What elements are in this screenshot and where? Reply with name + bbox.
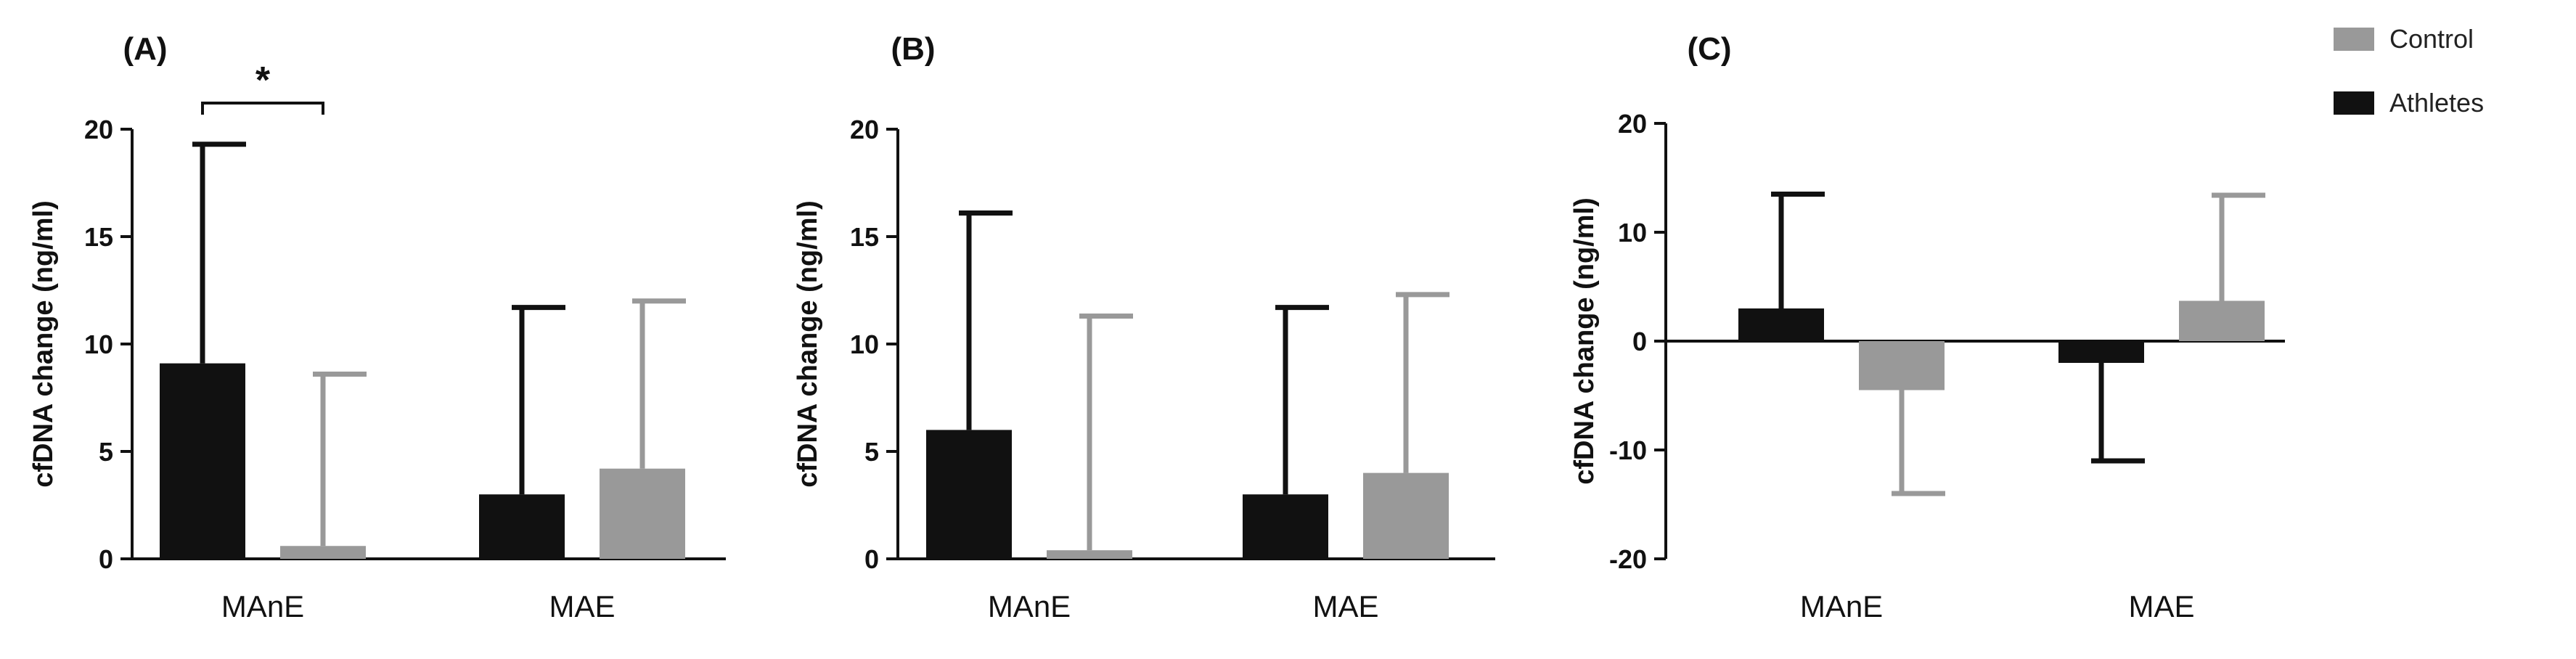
- chart-panel: (C) cfDNA change (ng/ml) -20 -10 0 10 20 MAnE MA…: [1569, 31, 2285, 623]
- bar-athletes: [160, 363, 245, 559]
- y-tick-label: 15: [850, 222, 879, 252]
- panel-label: (A): [123, 31, 167, 67]
- legend-swatch-control: [2334, 28, 2374, 51]
- y-tick-label: 10: [1618, 218, 1647, 247]
- bar-control: [280, 546, 366, 559]
- legend: Control Athletes: [2334, 24, 2484, 118]
- bar-control: [600, 468, 685, 559]
- legend-label-control: Control: [2389, 24, 2474, 54]
- legend-swatch-athletes: [2334, 91, 2374, 115]
- legend-item-control: Control: [2334, 24, 2474, 54]
- legend-label-athletes: Athletes: [2389, 88, 2484, 118]
- legend-item-athletes: Athletes: [2334, 88, 2484, 118]
- y-axis-label: cfDNA change (ng/ml): [793, 200, 823, 488]
- bar-athletes: [926, 430, 1012, 559]
- x-tick-label: MAE: [1312, 589, 1378, 623]
- chart-panel: (A) cfDNA change (ng/ml) 0 5 10 15 20 MAnE MAE *: [28, 31, 726, 623]
- bar-athletes: [479, 494, 565, 559]
- x-tick-label: MAE: [2128, 589, 2194, 623]
- bar-control: [1363, 472, 1449, 559]
- y-tick-label: 5: [99, 437, 113, 467]
- panel-label: (C): [1687, 31, 1731, 67]
- significance-star: *: [255, 60, 271, 102]
- y-tick-label: 15: [84, 222, 113, 252]
- significance-bracket: [201, 102, 324, 115]
- y-tick-label: 0: [1632, 327, 1647, 356]
- panel-label: (B): [891, 31, 935, 67]
- y-tick-label: 20: [84, 115, 113, 144]
- y-tick-label: 10: [84, 330, 113, 359]
- y-axis-label: cfDNA change (ng/ml): [28, 200, 59, 488]
- x-tick-label: MAnE: [988, 589, 1071, 623]
- y-tick-label: 0: [99, 544, 113, 574]
- y-tick-label: -20: [1609, 544, 1647, 574]
- y-tick-label: 10: [850, 330, 879, 359]
- x-tick-label: MAnE: [221, 589, 304, 623]
- y-tick-label: 20: [850, 115, 879, 144]
- bar-control: [1859, 341, 1945, 390]
- bar-athletes: [2058, 341, 2144, 363]
- y-tick-label: 0: [864, 544, 879, 574]
- y-axis-label: cfDNA change (ng/ml): [1569, 197, 1600, 485]
- y-tick-label: -10: [1609, 435, 1647, 465]
- y-tick-label: 5: [864, 437, 879, 467]
- y-tick-label: 20: [1618, 109, 1647, 139]
- x-tick-label: MAnE: [1800, 589, 1883, 623]
- bar-control: [2179, 300, 2265, 341]
- bar-athletes: [1738, 308, 1824, 341]
- bar-athletes: [1243, 494, 1328, 559]
- x-tick-label: MAE: [549, 589, 615, 623]
- chart-panel: (B) cfDNA change (ng/ml) 0 5 10 15 20 MAnE MAE: [793, 31, 1495, 623]
- bar-control: [1047, 550, 1132, 559]
